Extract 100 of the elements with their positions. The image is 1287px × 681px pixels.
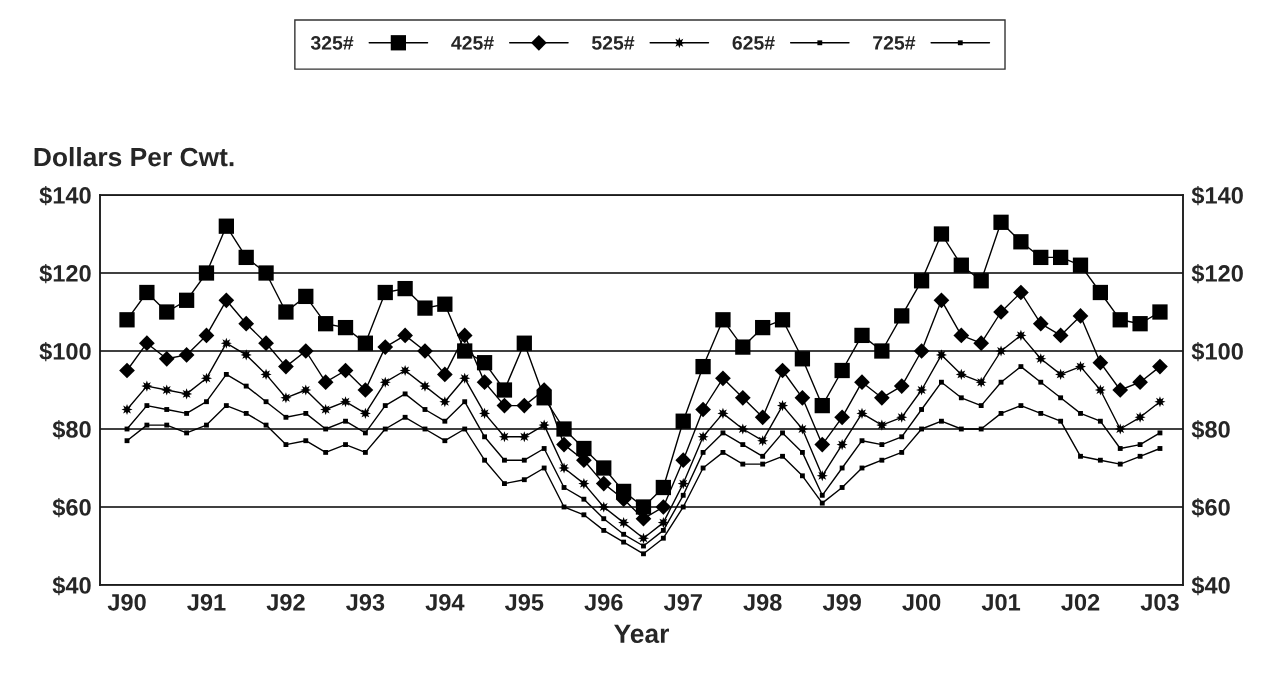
point (754, 409, 771, 426)
point (337, 362, 354, 379)
point (204, 399, 209, 405)
point (1132, 374, 1148, 391)
point (159, 304, 175, 320)
point (442, 438, 448, 444)
point (799, 473, 805, 479)
point (657, 517, 669, 529)
point (442, 418, 448, 424)
point (218, 292, 235, 309)
point (343, 418, 348, 424)
point (655, 499, 672, 515)
point (521, 457, 527, 463)
point (1112, 312, 1128, 328)
point (1072, 308, 1089, 324)
point (675, 413, 691, 429)
point (641, 551, 646, 557)
point (397, 327, 413, 344)
point (933, 226, 950, 242)
point (303, 410, 309, 416)
point (995, 345, 1007, 357)
point (1092, 284, 1108, 301)
point (357, 382, 374, 398)
point (757, 435, 769, 447)
point (695, 401, 711, 418)
point (601, 516, 607, 522)
point (953, 327, 970, 344)
point (1097, 418, 1103, 424)
point (337, 319, 354, 336)
point (556, 436, 572, 453)
point (119, 312, 135, 328)
point (755, 319, 771, 336)
point (836, 439, 848, 451)
point (576, 440, 592, 457)
point (119, 362, 135, 379)
point (377, 284, 393, 301)
point (278, 358, 294, 375)
y2-tick-label: $60 (1191, 498, 1230, 518)
point (1152, 358, 1168, 375)
legend-label: 625# (732, 36, 775, 50)
point (1015, 329, 1027, 341)
point (144, 403, 150, 409)
point (1035, 353, 1047, 365)
x-tick-label: J01 (981, 593, 1021, 611)
point (181, 388, 193, 400)
point (935, 349, 948, 361)
point (482, 434, 487, 440)
point (1072, 257, 1089, 273)
point (164, 422, 170, 428)
point (479, 407, 491, 419)
point (402, 391, 408, 397)
point (204, 422, 209, 428)
point (502, 457, 507, 463)
x-tick-label: J92 (266, 593, 305, 611)
point (854, 374, 870, 391)
point (283, 414, 289, 420)
point (1117, 461, 1123, 467)
point (144, 422, 150, 428)
point (1137, 442, 1143, 448)
y-tick-label: $80 (52, 420, 91, 440)
point (556, 421, 572, 437)
point (317, 374, 334, 391)
point (1078, 410, 1083, 416)
point (456, 327, 473, 344)
point (896, 411, 908, 423)
y-tick-label: $60 (52, 498, 91, 518)
point (417, 300, 433, 316)
point (260, 368, 272, 380)
point (975, 376, 987, 388)
point (1134, 411, 1146, 423)
point (362, 430, 368, 436)
point (939, 418, 944, 424)
point (735, 339, 751, 355)
point (621, 539, 627, 545)
point (139, 335, 155, 352)
point (697, 431, 709, 443)
point (379, 376, 391, 388)
point (715, 312, 731, 328)
point (1137, 453, 1143, 459)
x-tick-label: J02 (1061, 593, 1100, 611)
point (973, 335, 990, 352)
point (158, 350, 175, 367)
point (700, 449, 706, 455)
point (715, 370, 731, 387)
point (601, 527, 607, 533)
point (459, 372, 471, 384)
point (695, 358, 711, 375)
x-tick-label: J03 (1140, 593, 1179, 611)
point (436, 366, 453, 383)
point (357, 335, 374, 351)
point (874, 389, 890, 406)
point (660, 535, 666, 541)
point (382, 403, 388, 409)
x-tick-label: J97 (663, 593, 702, 611)
point (834, 362, 850, 379)
point (496, 397, 513, 414)
point (516, 335, 532, 351)
point (919, 407, 925, 412)
point (955, 368, 967, 380)
point (598, 501, 610, 513)
